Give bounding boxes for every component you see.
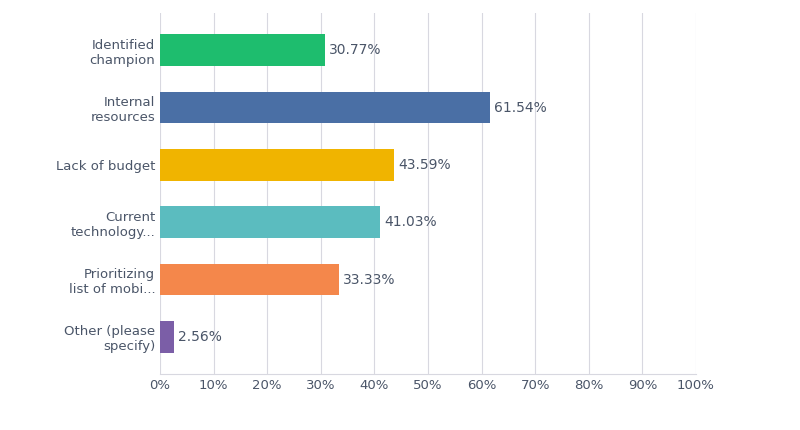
Bar: [160, 92, 490, 123]
Bar: [160, 264, 338, 295]
Bar: [160, 34, 325, 66]
Text: 30.77%: 30.77%: [330, 43, 382, 57]
Text: 61.54%: 61.54%: [494, 101, 547, 114]
Text: 33.33%: 33.33%: [343, 273, 395, 286]
Bar: [160, 206, 380, 238]
Bar: [160, 321, 174, 353]
Bar: [160, 149, 394, 181]
Text: 43.59%: 43.59%: [398, 158, 450, 172]
Text: 41.03%: 41.03%: [384, 215, 437, 229]
Text: 2.56%: 2.56%: [178, 330, 222, 344]
